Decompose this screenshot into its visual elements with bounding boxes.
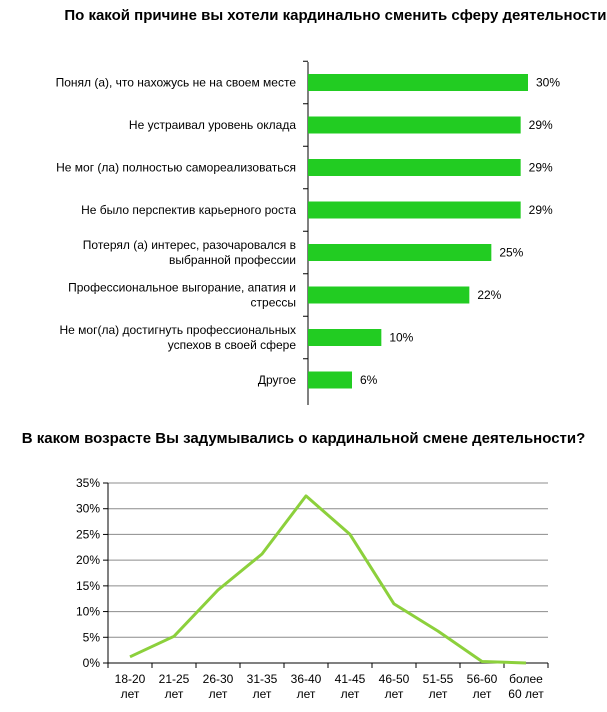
bar-value-label: 10% [389,331,413,345]
y-tick-label: 25% [76,527,100,541]
x-tick-label: 21-25 [159,672,190,686]
y-tick-label: 20% [76,553,100,567]
bar [308,159,521,176]
bar-category-label: Не мог (ла) полностью самореализоваться [56,161,296,175]
series-line [129,494,527,665]
bar-value-label: 30% [536,76,560,90]
x-tick-label: лет [473,687,492,701]
y-tick-label: 5% [83,630,101,644]
x-tick-label: 60 лет [508,687,544,701]
x-tick-label: 56-60 [467,672,498,686]
x-tick-label: лет [209,687,228,701]
bar [308,244,492,261]
bar-value-label: 22% [477,288,501,302]
bar-category-label: Потерял (а) интерес, разочаровался в [83,238,296,252]
bar-category-label: стрессы [251,296,296,310]
x-tick-label: лет [121,687,140,701]
x-tick-label: лет [253,687,272,701]
bar-category-label: успехов в своей сфере [168,338,297,352]
bar-category-label: Профессиональное выгорание, апатия и [68,281,296,295]
x-tick-label: лет [385,687,404,701]
x-tick-label: лет [341,687,360,701]
line-chart-title: В каком возрасте Вы задумывались о карди… [21,430,586,447]
x-tick-label: 36-40 [291,672,322,686]
bar [308,371,352,389]
bar-value-label: 29% [529,118,553,132]
x-tick-label: 46-50 [379,672,410,686]
y-tick-label: 10% [76,605,100,619]
x-tick-label: более [509,672,543,686]
bar-value-label: 6% [360,373,378,387]
bar-category-label: Не было перспектив карьерного роста [81,203,296,217]
bar-value-label: 25% [499,246,523,260]
x-tick-label: 51-55 [423,672,454,686]
x-tick-label: 31-35 [247,672,278,686]
x-tick-label: 41-45 [335,672,366,686]
bar-chart: 30% Понял (а), что нахожусь не на своем м… [56,60,560,405]
x-tick-label: лет [429,687,448,701]
y-tick-label: 35% [76,476,100,490]
x-tick-label: лет [297,687,316,701]
bar [308,74,528,91]
bar [308,116,521,134]
bar-category-label: Не устраивал уровень оклада [129,118,296,132]
y-tick-label: 30% [76,502,100,516]
bar-category-label: Понял (а), что нахожусь не на своем мест… [56,76,297,90]
y-tick-label: 0% [83,656,101,670]
bar-chart-title: По какой причине вы хотели кардинально с… [64,7,607,24]
bar [308,201,521,219]
x-tick-label: 18-20 [115,672,146,686]
bar-value-label: 29% [529,161,553,175]
y-tick-label: 15% [76,579,100,593]
bar [308,286,470,304]
bar-category-label: Другое [258,373,296,387]
x-tick-label: лет [165,687,184,701]
x-tick-label: 26-30 [203,672,234,686]
bar-category-label: Не мог(ла) достигнуть профессиональных [59,323,296,337]
bar [308,329,382,346]
bar-value-label: 29% [529,203,553,217]
bar-category-label: выбранной профессии [169,253,296,267]
